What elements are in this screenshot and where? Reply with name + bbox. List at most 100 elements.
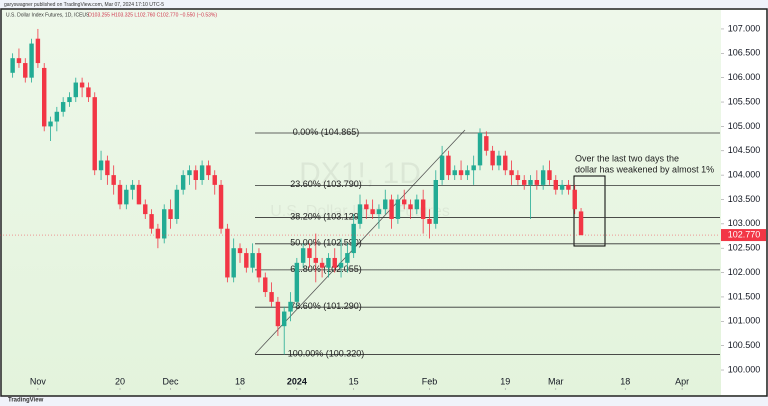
- fib-label: 100.00% (100.320): [288, 348, 365, 358]
- candle-body: [465, 170, 470, 176]
- x-tick-label: 2024: [287, 376, 307, 386]
- candle-body: [364, 204, 369, 210]
- candle-body: [408, 204, 413, 210]
- y-tick-label: 100.500: [728, 340, 761, 350]
- y-tick-label: 106.000: [728, 72, 761, 82]
- candle-body: [60, 102, 66, 112]
- candle-body: [136, 184, 142, 205]
- candle-body: [515, 175, 521, 180]
- candle-body: [162, 209, 167, 239]
- candle-body: [237, 248, 243, 254]
- y-tick-label: 101.000: [728, 316, 761, 326]
- x-tick-label: Nov: [30, 376, 47, 386]
- y-tick-label: 106.500: [728, 48, 761, 58]
- candle-body: [503, 155, 508, 171]
- candle-body: [174, 189, 180, 219]
- highlight-box: [573, 175, 606, 247]
- price-axis-background: [721, 10, 766, 395]
- publisher: garyswagner published on TradingView.com…: [4, 2, 164, 8]
- candle-body: [231, 248, 236, 278]
- candle-body: [522, 179, 527, 185]
- candle-body: [559, 184, 565, 190]
- candle-body: [225, 228, 230, 278]
- candle-body: [319, 262, 325, 268]
- candle-body: [16, 58, 22, 64]
- candle-body: [143, 204, 148, 215]
- fib-label: 38.20% (103.129): [290, 211, 362, 221]
- candle-body: [79, 82, 85, 88]
- y-tick-label: 104.500: [728, 145, 761, 155]
- candle-body: [300, 248, 306, 263]
- candle-body: [452, 170, 457, 176]
- candle-body: [48, 121, 53, 127]
- candle-body: [193, 170, 198, 180]
- x-tick-label: 18: [620, 376, 630, 386]
- candle-body: [357, 204, 363, 224]
- candle-body: [414, 199, 420, 210]
- candle-body: [540, 170, 546, 185]
- candle-body: [578, 211, 584, 236]
- candle-body: [42, 67, 47, 127]
- candle-body: [73, 82, 78, 98]
- fib-label: 50.00% (102.590): [290, 238, 362, 248]
- candle-body: [282, 311, 287, 327]
- candle-body: [420, 199, 426, 219]
- y-tick-label: 102.000: [728, 267, 761, 277]
- candle-body: [389, 199, 394, 219]
- y-tick-label: 103.000: [728, 218, 761, 228]
- candle-body: [54, 111, 60, 122]
- candle-body: [149, 214, 154, 229]
- candle-body: [572, 189, 577, 210]
- candle-body: [490, 150, 495, 166]
- candle-body: [35, 38, 41, 64]
- candle-body: [206, 165, 211, 176]
- candle-body: [332, 257, 337, 268]
- candle-body: [168, 209, 173, 219]
- candle-body: [528, 179, 533, 185]
- candle-body: [553, 179, 558, 190]
- candle-body: [187, 170, 192, 176]
- candle-body: [98, 160, 104, 171]
- candle-body: [86, 87, 91, 98]
- annotation-line: Over the last two days the: [575, 153, 679, 163]
- candle-body: [376, 209, 382, 215]
- candle-body: [275, 301, 281, 327]
- candle-body: [23, 63, 28, 78]
- candle-body: [446, 155, 451, 176]
- candle-body: [484, 136, 489, 151]
- candle-body: [92, 97, 97, 171]
- candle-body: [458, 170, 464, 176]
- x-tick-label: 20: [115, 376, 125, 386]
- fib-label: 78.60% (101.290): [290, 301, 362, 311]
- ohlc-values: O103.255 H103.325 L102.760 C102.770 −0.5…: [88, 12, 217, 18]
- candle-body: [124, 189, 129, 205]
- y-tick-label: 105.500: [728, 96, 761, 106]
- candle-body: [111, 175, 116, 185]
- candle-body: [263, 277, 268, 293]
- y-tick-label: 103.500: [728, 194, 761, 204]
- symbol-title: U.S. Dollar Index Futures, 1D, ICEUS: [6, 12, 90, 18]
- candle-body: [288, 301, 293, 312]
- x-tick-label: Mar: [548, 376, 564, 386]
- candle-body: [547, 170, 552, 180]
- y-tick-label: 107.000: [728, 23, 761, 33]
- candle-body: [117, 184, 123, 205]
- candle-body: [326, 257, 331, 268]
- candle-body: [294, 262, 300, 302]
- candle-body: [534, 179, 540, 185]
- candle-body: [212, 175, 217, 185]
- candle-body: [313, 257, 318, 263]
- candle-body: [307, 248, 312, 258]
- candle-body: [370, 209, 375, 215]
- fib-label: 23.60% (103.790): [290, 179, 362, 189]
- y-tick-label: 102.500: [728, 243, 761, 253]
- trend-line: [254, 129, 466, 355]
- candle-body: [180, 175, 186, 190]
- candle-body: [105, 160, 110, 176]
- candle-body: [439, 155, 445, 180]
- candle-body: [395, 199, 401, 219]
- candle-body: [155, 228, 161, 239]
- y-tick-label: 100.000: [728, 364, 761, 374]
- y-tick-label: 104.000: [728, 170, 761, 180]
- y-tick-label: 105.000: [728, 121, 761, 131]
